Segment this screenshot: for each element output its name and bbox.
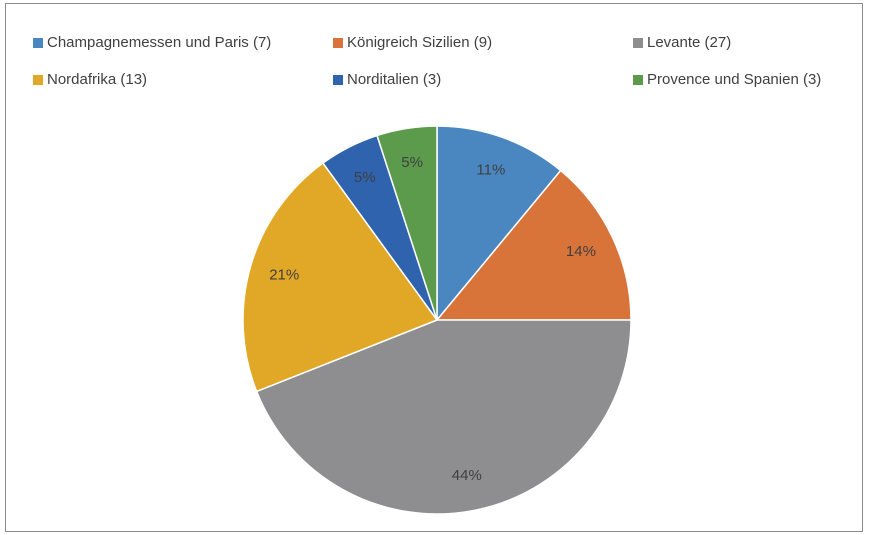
legend-swatch: [33, 38, 43, 48]
pie-slice: [435, 169, 632, 321]
legend-label: Nordafrika (13): [47, 71, 147, 88]
data-label: 11%: [476, 161, 505, 178]
legend-swatch: [333, 75, 343, 85]
data-label: 44%: [452, 467, 482, 484]
data-label: 5%: [401, 154, 423, 171]
legend-swatch: [333, 38, 343, 48]
pie-slice: [436, 125, 562, 323]
legend-swatch: [633, 75, 643, 85]
pie-slice: [376, 125, 438, 321]
data-label: 5%: [354, 169, 376, 186]
legend-label: Königreich Sizilien (9): [347, 34, 492, 51]
legend-label: Champagnemessen und Paris (7): [47, 34, 271, 51]
legend-label: Provence und Spanien (3): [647, 71, 821, 88]
pie-slice: [242, 162, 439, 393]
legend-swatch: [33, 75, 43, 85]
pie-slice: [255, 319, 632, 515]
legend-swatch: [633, 38, 643, 48]
legend-label: Levante (27): [647, 34, 731, 51]
data-label: 21%: [269, 267, 299, 284]
data-label: 14%: [566, 243, 596, 260]
legend-label: Norditalien (3): [347, 71, 441, 88]
